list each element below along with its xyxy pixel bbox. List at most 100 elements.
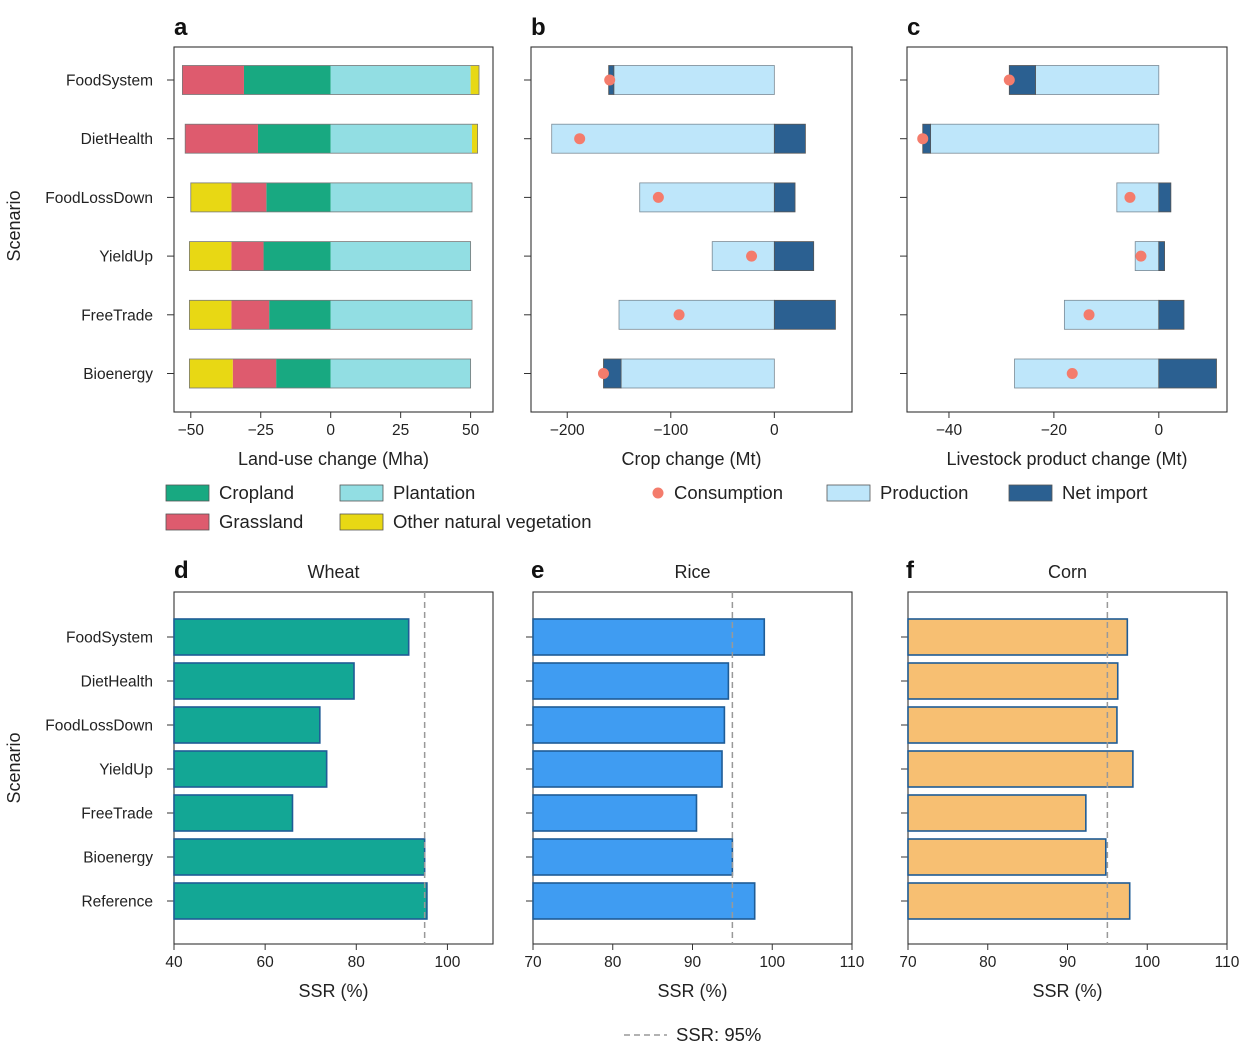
y-category-label-d: Reference — [81, 894, 153, 911]
bar-outline — [188, 358, 472, 389]
bar-production — [1014, 358, 1160, 389]
panel-letter-e: e — [531, 557, 544, 584]
bar-production — [613, 65, 775, 95]
bar-segment-grassland — [231, 182, 267, 212]
x-tick-label-f: 100 — [1134, 954, 1160, 971]
x-axis-label-e: SSR (%) — [657, 981, 727, 1001]
y-category-label-d: FreeTrade — [81, 806, 153, 823]
bar-production — [618, 299, 775, 330]
point-consumption — [574, 133, 586, 145]
bar-segment-grassland — [232, 359, 277, 388]
bar-production — [1063, 299, 1160, 330]
x-tick-label-c: 0 — [1154, 422, 1163, 439]
x-tick-label-e: 80 — [604, 954, 622, 971]
point-consumption — [746, 250, 758, 262]
bar-segment-other-natural-vegetation — [190, 182, 232, 212]
bar-segment-grassland — [231, 300, 270, 330]
bar-production — [711, 241, 775, 272]
scenario-axis-label-top: Scenario — [4, 190, 24, 261]
x-tick-label-a: −25 — [248, 422, 274, 439]
x-tick-label-b: 0 — [770, 422, 779, 439]
point-consumption — [652, 191, 664, 203]
bar-production — [551, 123, 775, 154]
y-category-label-a: DietHealth — [81, 131, 153, 148]
bar-production — [1116, 182, 1160, 213]
legend-marker-consumption — [652, 487, 664, 499]
legend-label-other-vegetation: Other natural vegetation — [393, 511, 592, 532]
legend-label-plantation: Plantation — [393, 482, 475, 503]
bar-ssr — [173, 750, 328, 788]
legend-label-grassland: Grassland — [219, 511, 303, 532]
bar-segment-cropland — [269, 300, 331, 330]
bar-segment-plantation — [330, 124, 473, 154]
bar-segment-cropland — [263, 241, 331, 271]
bar-segment-cropland — [257, 124, 331, 154]
x-tick-label-d: 80 — [348, 954, 366, 971]
bar-ssr — [173, 838, 426, 876]
point-consumption — [673, 309, 685, 321]
y-category-label-a: FoodLossDown — [45, 190, 153, 207]
bar-net-import — [773, 123, 806, 154]
plot-frame-b — [530, 46, 853, 413]
legend-swatch-net-import — [1008, 484, 1053, 502]
bar-ssr — [173, 662, 355, 700]
bar-segment-other-natural-vegetation — [470, 65, 480, 95]
point-consumption — [1124, 191, 1136, 203]
bar-segment-grassland — [185, 124, 258, 154]
x-axis-label-f: SSR (%) — [1032, 981, 1102, 1001]
bar-net-import — [773, 182, 796, 213]
x-tick-label-b: −200 — [550, 422, 585, 439]
x-tick-label-a: 50 — [462, 422, 480, 439]
bar-net-import — [1158, 358, 1217, 389]
legend-swatch-other-vegetation — [339, 513, 384, 531]
bar-segment-plantation — [330, 182, 473, 212]
point-consumption — [597, 368, 609, 379]
x-tick-label-a: −50 — [178, 422, 205, 439]
plot-frame-c — [906, 46, 1228, 413]
bar-segment-plantation — [330, 241, 471, 271]
bar-ssr — [532, 750, 723, 788]
x-tick-label-d: 100 — [434, 954, 460, 971]
bar-production — [620, 358, 775, 389]
bar-outline — [190, 182, 473, 213]
bar-outline — [181, 65, 480, 95]
bar-ssr — [173, 706, 321, 744]
bar-ssr — [173, 618, 410, 656]
bar-segment-other-natural-vegetation — [189, 359, 233, 388]
bar-segment-other-natural-vegetation — [189, 300, 232, 330]
point-consumption — [1066, 368, 1078, 379]
point-consumption — [1083, 309, 1095, 321]
panel-title-d: Wheat — [307, 562, 359, 582]
x-tick-label-e: 70 — [524, 954, 542, 971]
y-category-label-d: Bioenergy — [83, 850, 153, 867]
legend-swatch-grassland — [165, 513, 210, 531]
x-axis-label-a: Land-use change (Mha) — [238, 449, 429, 469]
panel-letter-d: d — [174, 557, 189, 584]
x-tick-label-f: 70 — [899, 954, 917, 971]
legend-swatch-cropland — [165, 484, 210, 502]
x-tick-label-a: 0 — [326, 422, 335, 439]
bar-ssr — [907, 882, 1131, 920]
legend-label-production: Production — [880, 482, 968, 503]
x-tick-label-e: 100 — [759, 954, 785, 971]
point-consumption — [1135, 250, 1147, 262]
bar-outline — [188, 241, 472, 272]
bar-segment-grassland — [182, 65, 244, 95]
x-tick-label-c: −40 — [936, 422, 963, 439]
y-category-label-a: Bioenergy — [83, 366, 153, 383]
x-tick-label-d: 40 — [165, 954, 183, 971]
bar-net-import — [1158, 299, 1185, 330]
bar-net-import — [773, 299, 836, 330]
panels-layer: −50 −25 0 25 50 Land-use change (Mha) a FoodSys… — [45, 14, 1239, 1001]
legend-ssr-reference: SSR: 95% — [624, 1024, 761, 1045]
x-tick-label-c: −20 — [1041, 422, 1068, 439]
panel-title-f: Corn — [1048, 562, 1087, 582]
scenario-axis-label-bottom: Scenario — [4, 732, 24, 803]
bar-ssr — [907, 662, 1119, 700]
bar-ssr — [907, 794, 1087, 832]
point-consumption — [917, 133, 929, 145]
bar-ssr — [907, 706, 1118, 744]
legend-label-consumption: Consumption — [674, 482, 783, 503]
bar-segment-cropland — [266, 182, 331, 212]
